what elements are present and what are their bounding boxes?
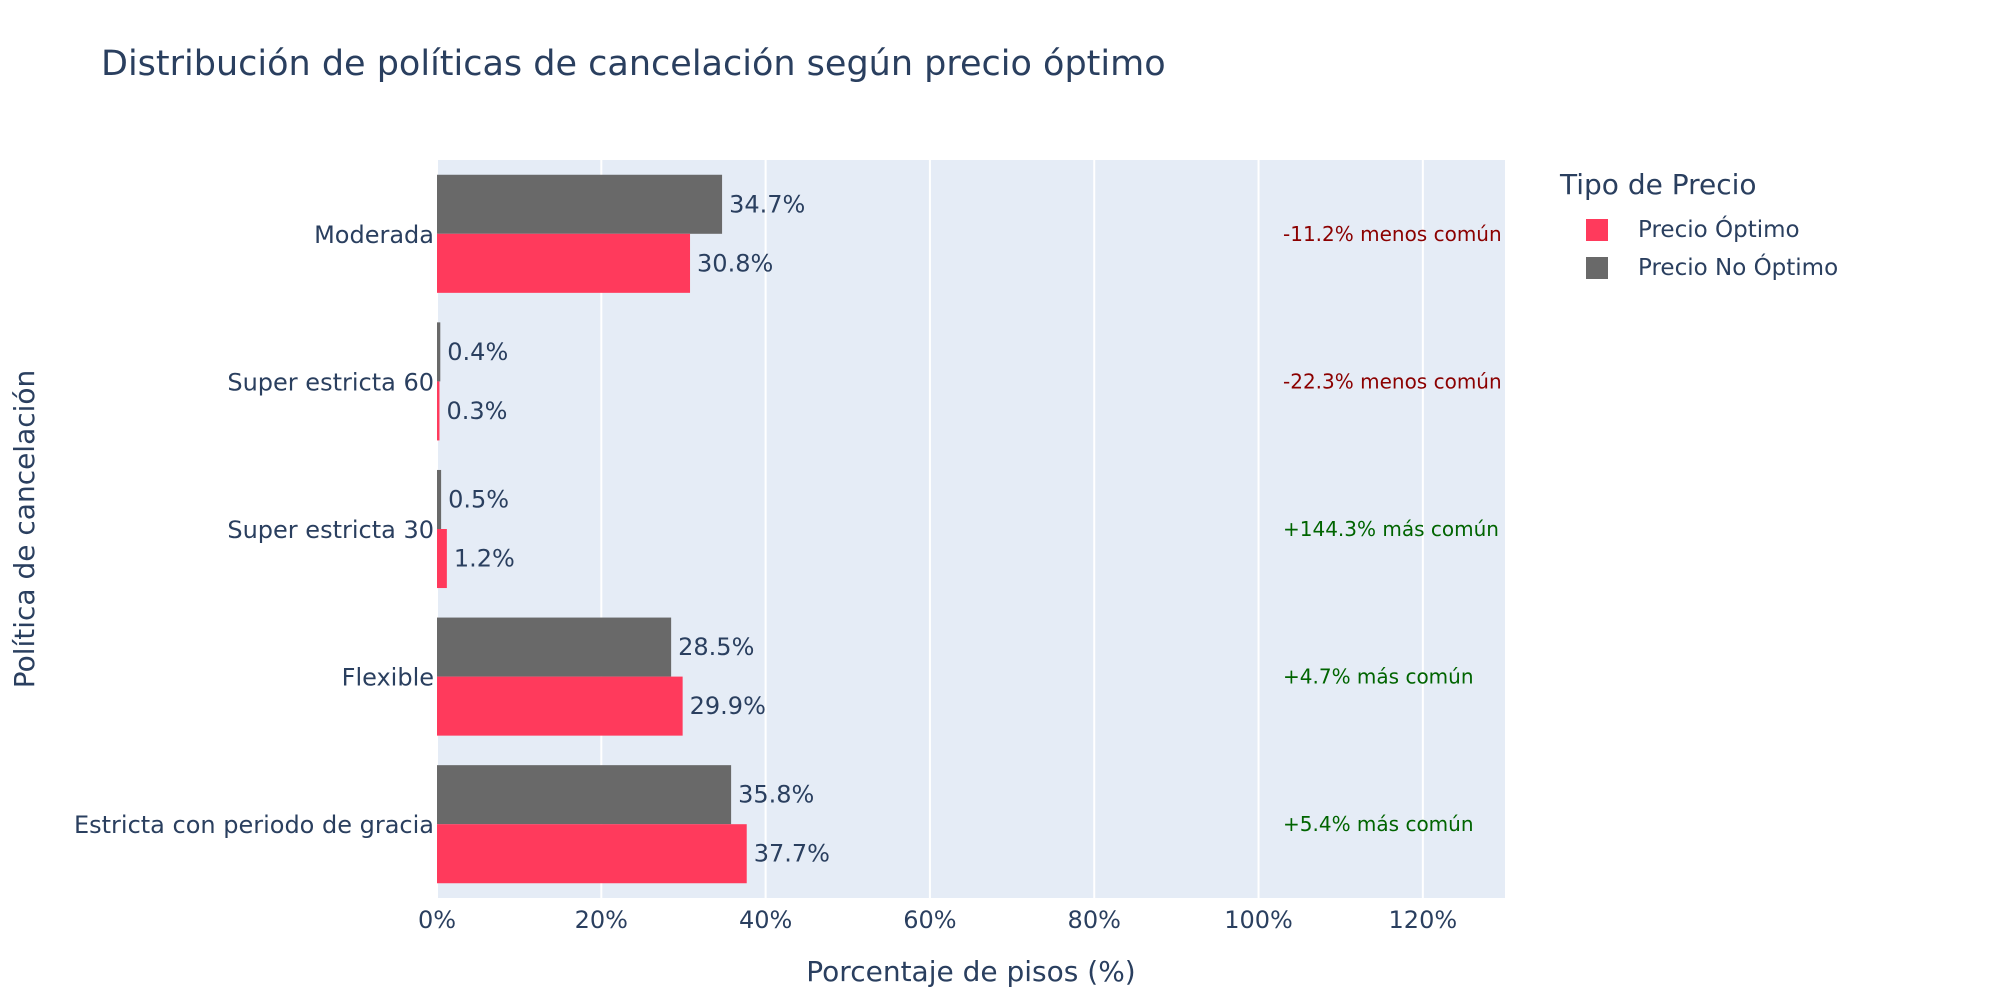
x-tick-label: 120%: [1389, 906, 1458, 934]
legend-label: Precio Óptimo: [1638, 217, 1800, 243]
bar-labels: 34.7% 30.8% 0.4% 0.3% 0.5% 1.2% 28.5% 29.9% 35.8…: [446, 190, 830, 867]
legend-item-precio-optimo[interactable]: Precio Óptimo: [1560, 211, 1838, 249]
bars: [437, 174, 747, 884]
chart-title: Distribución de políticas de cancelación…: [101, 44, 1166, 84]
x-axis-title: Porcentaje de pisos (%): [806, 955, 1135, 988]
annotation: +144.3% más común: [1283, 517, 1499, 541]
x-tick-label: 80%: [1068, 906, 1121, 934]
bar-value-label: 0.3%: [446, 397, 507, 425]
bar-precio-no-optimo: [437, 469, 442, 529]
x-tick-label: 40%: [739, 906, 792, 934]
bar-value-label: 28.5%: [678, 633, 754, 661]
legend-label: Precio No Óptimo: [1638, 255, 1839, 281]
bar-value-label: 37.7%: [754, 840, 830, 868]
x-tick-label: 0%: [418, 906, 456, 934]
legend-swatch: [1586, 257, 1608, 279]
x-axis-ticks: 0% 20% 40% 60% 80% 100% 120%: [418, 906, 1457, 934]
legend-item-precio-no-optimo[interactable]: Precio No Óptimo: [1560, 249, 1838, 287]
bar-precio-optimo: [437, 824, 747, 884]
legend-title: Tipo de Precio: [1560, 168, 1757, 201]
x-tick-label: 60%: [903, 906, 956, 934]
bar-precio-no-optimo: [437, 617, 672, 677]
bar-precio-optimo: [437, 233, 691, 293]
annotations: -11.2% menos común -22.3% menos común +144…: [1283, 222, 1502, 836]
bar-precio-optimo: [437, 529, 447, 589]
annotation: +4.7% más común: [1283, 665, 1474, 689]
x-tick-label: 100%: [1224, 906, 1293, 934]
bar-precio-optimo: [437, 676, 683, 736]
bar-precio-no-optimo: [437, 174, 723, 234]
bar-value-label: 1.2%: [454, 545, 515, 573]
bar-value-label: 29.9%: [690, 692, 766, 720]
bar-value-label: 0.5%: [448, 485, 509, 513]
legend: Tipo de Precio Precio Óptimo Precio No Ó…: [1560, 168, 1838, 287]
bar-precio-no-optimo: [437, 322, 441, 382]
bar-precio-optimo: [437, 381, 440, 441]
y-axis-ticks: Moderada Super estricta 60 Super estricta …: [74, 221, 434, 839]
y-tick-label: Flexible: [342, 664, 434, 692]
bar-value-label: 0.4%: [447, 338, 508, 366]
annotation: +5.4% más común: [1283, 812, 1474, 836]
annotation: -22.3% menos común: [1283, 369, 1502, 393]
bar-value-label: 35.8%: [738, 781, 814, 809]
y-tick-label: Estricta con periodo de gracia: [74, 811, 434, 839]
y-tick-label: Super estricta 30: [227, 516, 434, 544]
y-tick-label: Moderada: [314, 221, 434, 249]
bar-precio-no-optimo: [437, 765, 732, 825]
y-tick-label: Super estricta 60: [227, 368, 434, 396]
legend-swatch: [1586, 219, 1608, 241]
y-axis-title: Política de cancelación: [8, 370, 41, 689]
bar-value-label: 34.7%: [729, 190, 805, 218]
annotation: -11.2% menos común: [1283, 222, 1502, 246]
x-tick-label: 20%: [575, 906, 628, 934]
bar-value-label: 30.8%: [697, 249, 773, 277]
